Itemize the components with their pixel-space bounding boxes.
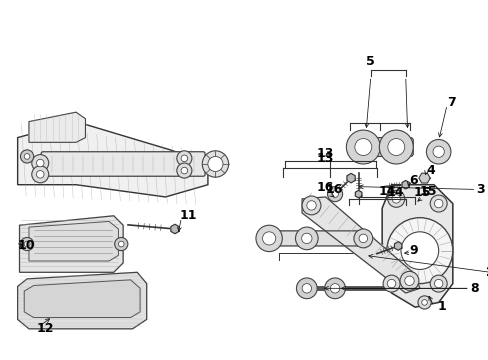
Text: 3: 3 <box>475 183 484 196</box>
Circle shape <box>301 233 311 244</box>
FancyBboxPatch shape <box>360 138 412 157</box>
Polygon shape <box>394 242 401 250</box>
Text: 5: 5 <box>366 55 374 68</box>
Circle shape <box>353 229 372 248</box>
Circle shape <box>387 190 404 207</box>
Circle shape <box>399 271 418 290</box>
Circle shape <box>302 196 320 215</box>
Circle shape <box>386 279 395 288</box>
Circle shape <box>306 201 316 210</box>
Circle shape <box>32 166 49 183</box>
Circle shape <box>331 191 338 197</box>
Circle shape <box>255 225 282 252</box>
Text: 7: 7 <box>446 96 455 109</box>
Circle shape <box>429 195 446 212</box>
Circle shape <box>417 296 430 309</box>
Circle shape <box>202 151 228 177</box>
Text: 9: 9 <box>408 244 417 257</box>
Text: 16: 16 <box>325 183 342 196</box>
Text: 14: 14 <box>377 185 395 198</box>
Circle shape <box>32 154 49 171</box>
Circle shape <box>346 130 380 164</box>
Polygon shape <box>382 185 452 307</box>
Circle shape <box>181 155 187 162</box>
Text: 10: 10 <box>18 239 35 252</box>
Text: 15: 15 <box>412 186 430 199</box>
Polygon shape <box>29 221 118 261</box>
Circle shape <box>20 150 34 163</box>
Bar <box>300 284 314 292</box>
Circle shape <box>330 284 339 293</box>
Circle shape <box>177 163 191 178</box>
Circle shape <box>386 218 452 284</box>
Circle shape <box>400 232 438 270</box>
Polygon shape <box>401 180 408 189</box>
Text: 6: 6 <box>408 174 417 186</box>
Polygon shape <box>24 280 140 318</box>
Circle shape <box>24 241 30 247</box>
Text: 4: 4 <box>426 164 434 177</box>
Text: 1: 1 <box>437 300 446 313</box>
Polygon shape <box>18 272 146 329</box>
Circle shape <box>302 284 311 293</box>
Circle shape <box>324 278 345 299</box>
Text: 2: 2 <box>485 266 488 279</box>
Circle shape <box>432 146 444 157</box>
Circle shape <box>426 139 450 164</box>
Polygon shape <box>20 216 123 272</box>
Circle shape <box>207 157 223 171</box>
Circle shape <box>433 279 442 288</box>
Polygon shape <box>170 224 179 234</box>
Circle shape <box>379 130 412 164</box>
Circle shape <box>181 167 187 174</box>
Polygon shape <box>418 173 429 183</box>
Circle shape <box>387 139 404 156</box>
Circle shape <box>429 275 446 292</box>
Text: 16: 16 <box>316 181 334 194</box>
Circle shape <box>433 199 442 208</box>
Circle shape <box>262 232 275 245</box>
Text: 8: 8 <box>469 282 477 295</box>
Circle shape <box>295 227 318 250</box>
Circle shape <box>391 195 400 203</box>
Circle shape <box>327 186 342 202</box>
Text: 13: 13 <box>316 147 334 160</box>
Text: 13: 13 <box>316 152 334 165</box>
Circle shape <box>37 159 44 167</box>
Circle shape <box>421 300 427 305</box>
Circle shape <box>296 278 317 299</box>
Circle shape <box>358 234 367 243</box>
Polygon shape <box>264 231 367 246</box>
Polygon shape <box>18 122 207 197</box>
Circle shape <box>37 171 44 178</box>
FancyBboxPatch shape <box>41 152 204 176</box>
Circle shape <box>20 238 34 251</box>
Circle shape <box>177 151 191 166</box>
Circle shape <box>24 154 30 159</box>
Circle shape <box>404 276 413 285</box>
Polygon shape <box>302 197 419 293</box>
Text: 15: 15 <box>419 185 436 198</box>
Polygon shape <box>355 190 361 198</box>
Text: 14: 14 <box>386 186 404 199</box>
Text: 11: 11 <box>179 209 197 222</box>
Circle shape <box>114 238 127 251</box>
Circle shape <box>382 275 399 292</box>
Polygon shape <box>346 174 354 183</box>
Polygon shape <box>29 112 85 142</box>
Text: 12: 12 <box>37 322 54 335</box>
Circle shape <box>118 241 124 247</box>
Circle shape <box>354 139 371 156</box>
